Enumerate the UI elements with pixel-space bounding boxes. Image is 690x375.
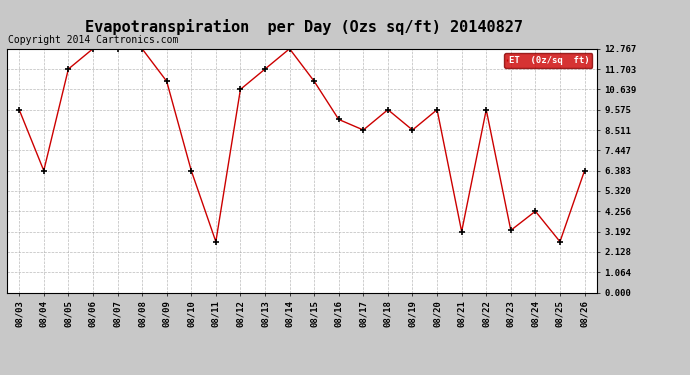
Legend: ET  (0z/sq  ft): ET (0z/sq ft)	[504, 53, 592, 68]
Text: Copyright 2014 Cartronics.com: Copyright 2014 Cartronics.com	[8, 35, 179, 45]
Text: Evapotranspiration  per Day (Ozs sq/ft) 20140827: Evapotranspiration per Day (Ozs sq/ft) 2…	[85, 19, 522, 35]
